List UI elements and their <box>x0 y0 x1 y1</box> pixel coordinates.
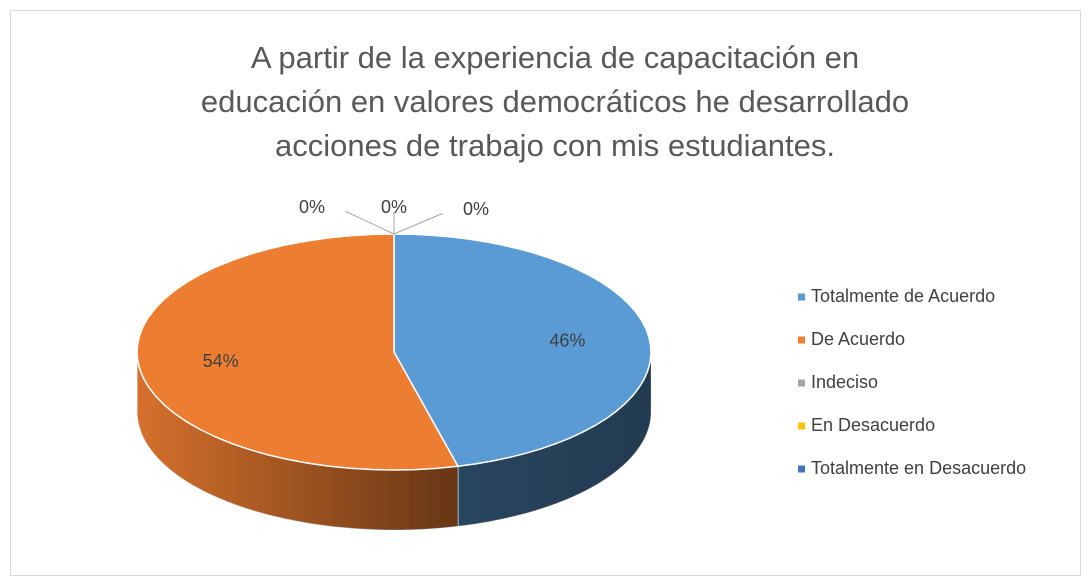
legend-label: Totalmente en Desacuerdo <box>811 458 1026 478</box>
leader-line <box>345 211 395 235</box>
legend-swatch <box>798 293 805 301</box>
data-label: 54% <box>203 351 239 371</box>
slice-side-shade <box>137 352 458 530</box>
leader-line <box>393 213 443 235</box>
legend-swatch <box>798 379 805 387</box>
data-label: 46% <box>549 331 585 351</box>
legend-label: Indeciso <box>811 372 878 392</box>
legend-swatch <box>798 465 805 473</box>
legend-label: Totalmente de Acuerdo <box>811 286 995 306</box>
title-box: A partir de la experiencia de capacitaci… <box>200 40 910 163</box>
slice <box>136 233 460 471</box>
legend-swatch <box>798 336 805 344</box>
chart-title: A partir de la experiencia de capacitaci… <box>200 40 910 163</box>
data-label: 0% <box>381 197 407 217</box>
data-label: 0% <box>299 197 325 217</box>
slice-side-shade <box>457 352 651 527</box>
legend-label: En Desacuerdo <box>811 415 935 435</box>
legend-swatch <box>798 422 805 430</box>
legend-label: De Acuerdo <box>811 329 905 349</box>
slice <box>393 233 652 468</box>
data-label: 0% <box>463 199 489 219</box>
